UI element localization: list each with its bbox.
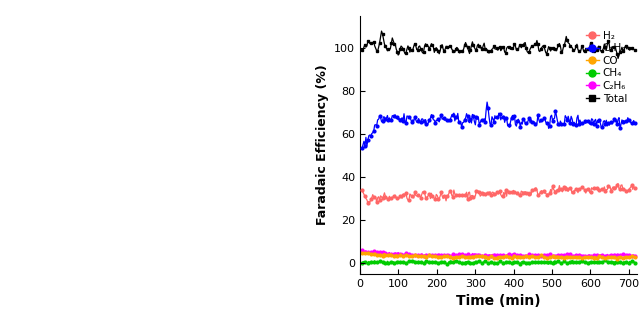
X-axis label: Time (min): Time (min) xyxy=(456,294,541,308)
Y-axis label: Faradaic Efficiency (%): Faradaic Efficiency (%) xyxy=(316,64,329,225)
Legend: H₂, C₂H₄, CO, CH₄, C₂H₆, Total: H₂, C₂H₄, CO, CH₄, C₂H₆, Total xyxy=(582,26,631,108)
